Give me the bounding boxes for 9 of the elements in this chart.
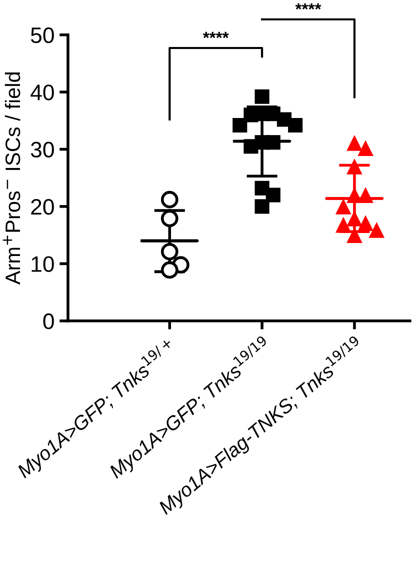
annotation: **** (202, 32, 229, 38)
text: **** (295, 3, 322, 10)
y-tick-label: 0 (43, 313, 54, 330)
y-tick-label: 20 (31, 199, 54, 215)
y-axis-title: Arm$^{+}$Pros$^{−}$ ISCs / field (2, 72, 20, 285)
y-tick-label: 50 (30, 27, 54, 44)
y-tick-label: 30 (30, 142, 54, 158)
y-tick-label: 10 (32, 256, 54, 272)
y-tick-label: 40 (30, 84, 54, 100)
